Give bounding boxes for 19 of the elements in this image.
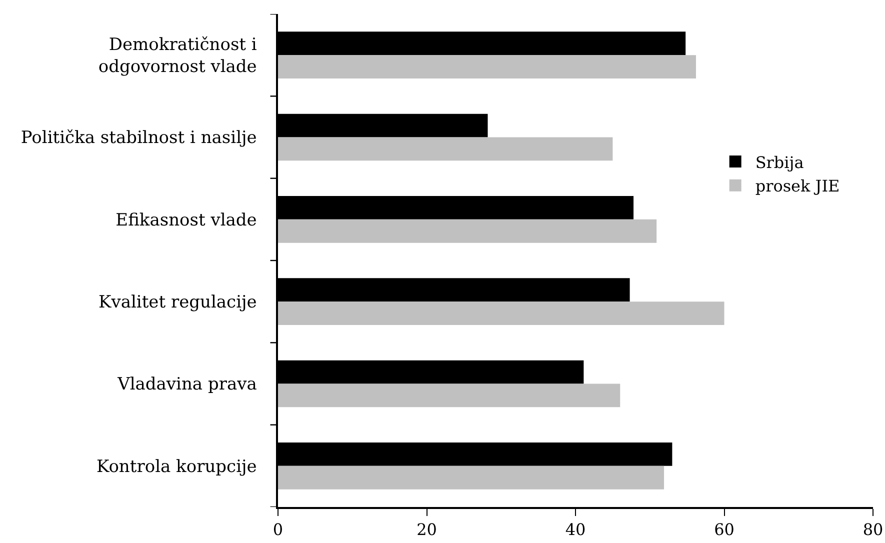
x-tick-label: 0 — [272, 520, 284, 539]
legend-label: prosek JIE — [755, 176, 840, 196]
legend-label: Srbija — [755, 152, 804, 172]
x-tick-label: 20 — [416, 520, 437, 539]
x-tick-label: 60 — [714, 520, 734, 539]
bar — [278, 55, 696, 78]
y-tick-label: Vladavina prava — [116, 374, 257, 395]
y-tick-label: Politička stabilnost i nasilje — [20, 128, 257, 148]
bar — [278, 219, 657, 243]
x-tick-label: 80 — [862, 520, 884, 539]
y-tick-label: Kontrola korupcije — [96, 456, 257, 477]
bar — [278, 466, 664, 490]
bar — [278, 137, 613, 161]
bar — [278, 302, 724, 325]
y-tick-label: Demokratičnost i odgovornost vlade — [98, 34, 258, 78]
bar — [278, 384, 620, 408]
y-tick-label: Kvalitet regulacije — [98, 292, 257, 313]
y-tick-label: Efikasnost vlade — [116, 210, 257, 230]
x-tick-label: 40 — [565, 520, 586, 539]
